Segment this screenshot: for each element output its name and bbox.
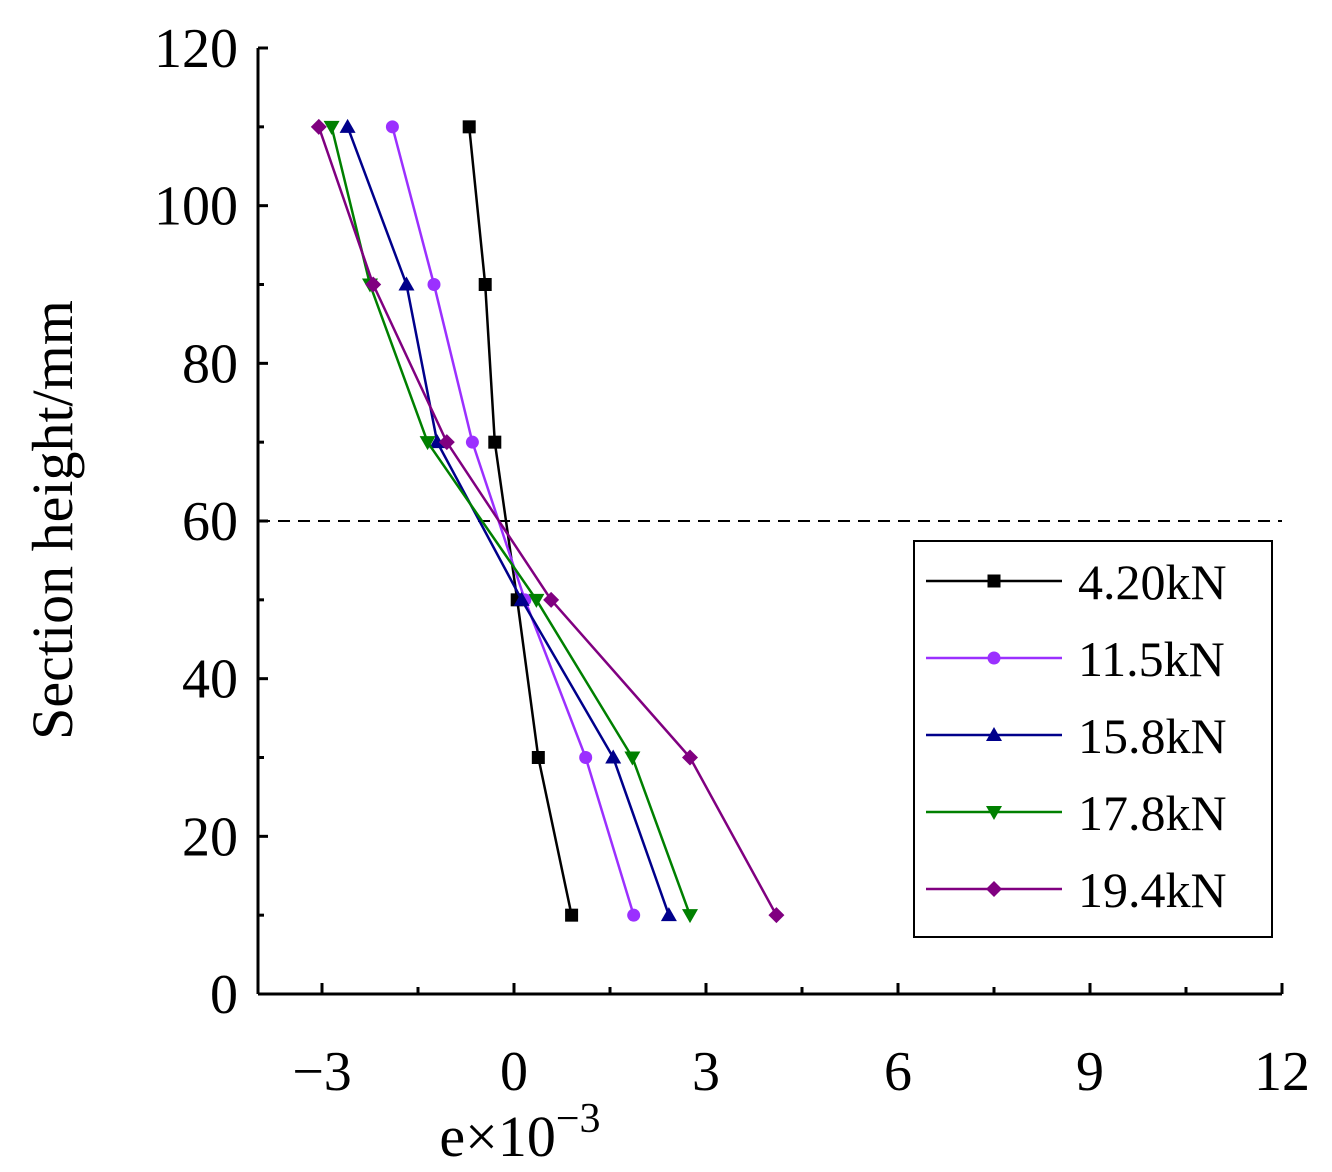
legend-marker bbox=[986, 806, 1002, 820]
series-158kn bbox=[339, 118, 677, 922]
data-point-420kn bbox=[488, 435, 502, 449]
data-point-178kn bbox=[624, 751, 641, 766]
legend: 4.20kN 11.5kN 15.8kN 17.8kN 19.4kN bbox=[913, 540, 1273, 938]
data-point-420kn bbox=[478, 278, 492, 291]
data-point-178kn bbox=[682, 909, 698, 924]
data-point-178kn bbox=[419, 436, 436, 451]
legend-label: 19.4kN bbox=[1078, 862, 1227, 918]
x-tick-label: 12 bbox=[1254, 1041, 1310, 1103]
data-point-115kn bbox=[579, 751, 593, 764]
x-tick-label: 9 bbox=[1076, 1041, 1104, 1103]
legend-marker bbox=[986, 727, 1002, 741]
legend-item-158kn: 15.8kN bbox=[926, 708, 1227, 764]
x-tick-label: 6 bbox=[884, 1041, 912, 1103]
series-194kn bbox=[310, 118, 785, 924]
y-tick-label: 80 bbox=[182, 333, 238, 395]
data-point-194kn bbox=[365, 276, 382, 293]
series-line-420kn bbox=[467, 126, 573, 916]
data-point-158kn bbox=[660, 907, 677, 922]
data-point-158kn bbox=[398, 276, 415, 291]
series-line-194kn bbox=[317, 126, 778, 916]
legend-marker bbox=[987, 651, 1001, 665]
legend-item-420kn: 4.20kN bbox=[926, 554, 1227, 610]
x-axis-title-exponent: −3 bbox=[556, 1096, 601, 1142]
data-point-420kn bbox=[565, 908, 579, 922]
data-point-158kn bbox=[429, 434, 446, 449]
data-point-115kn bbox=[627, 908, 641, 922]
data-point-194kn bbox=[310, 118, 327, 135]
legend-label: 11.5kN bbox=[1078, 631, 1225, 687]
data-point-158kn bbox=[513, 591, 530, 606]
data-point-194kn bbox=[768, 907, 785, 924]
data-point-115kn bbox=[427, 278, 441, 291]
legend-label: 15.8kN bbox=[1078, 708, 1227, 764]
data-point-420kn bbox=[462, 120, 476, 134]
data-point-194kn bbox=[438, 434, 455, 451]
legend-item-194kn: 19.4kN bbox=[926, 862, 1227, 918]
x-tick-label: 0 bbox=[500, 1041, 528, 1103]
legend-marker bbox=[986, 881, 1002, 897]
x-axis-title: e×10−3 bbox=[439, 1096, 600, 1169]
data-point-158kn bbox=[339, 118, 356, 133]
data-point-115kn bbox=[465, 435, 479, 449]
legend-label: 4.20kN bbox=[1078, 554, 1227, 610]
ticks: 0 20 40 60 80 100 120 −3 0 3 6 9 12 bbox=[154, 18, 1310, 1103]
data-point-420kn bbox=[531, 751, 545, 764]
series bbox=[310, 118, 785, 924]
x-axis-title-base: e×10 bbox=[439, 1104, 555, 1169]
legend-item-178kn: 17.8kN bbox=[926, 785, 1227, 841]
data-point-178kn bbox=[323, 120, 340, 135]
data-point-194kn bbox=[682, 749, 698, 766]
legend-item-115kn: 11.5kN bbox=[926, 631, 1225, 687]
legend-marker bbox=[987, 574, 1001, 588]
y-tick-label: 0 bbox=[210, 964, 238, 1026]
y-tick-label: 60 bbox=[182, 491, 238, 553]
y-tick-label: 40 bbox=[182, 649, 238, 711]
x-tick-label: −3 bbox=[292, 1041, 352, 1103]
series-line-158kn bbox=[346, 126, 671, 916]
data-point-158kn bbox=[605, 749, 622, 764]
y-tick-label: 20 bbox=[182, 806, 238, 868]
legend-label: 17.8kN bbox=[1078, 785, 1227, 841]
x-tick-label: 3 bbox=[692, 1041, 720, 1103]
data-point-115kn bbox=[385, 120, 399, 134]
y-tick-label: 100 bbox=[154, 176, 238, 238]
legend-box bbox=[913, 540, 1273, 938]
y-axis-title: Section height/mm bbox=[20, 300, 85, 740]
data-point-194kn bbox=[543, 591, 560, 608]
data-point-178kn bbox=[528, 593, 545, 608]
y-tick-label: 120 bbox=[154, 18, 238, 80]
